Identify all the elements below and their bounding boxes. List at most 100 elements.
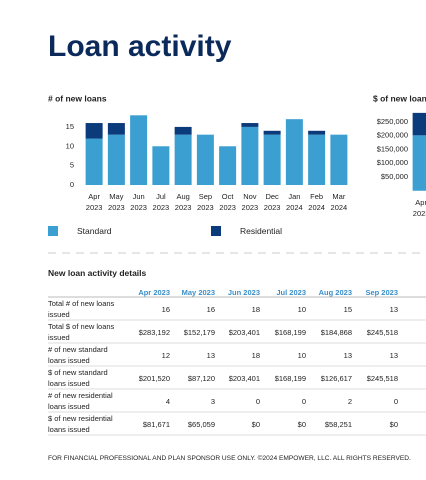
table-cell: 12 xyxy=(161,351,170,360)
bar-segment xyxy=(107,123,125,135)
x-tick-label: Feb 2024 xyxy=(308,192,325,212)
table-cell: $245,518 xyxy=(366,328,398,337)
table-cell: $81,671 xyxy=(142,420,170,429)
bar-segment xyxy=(285,119,303,185)
footer: FOR FINANCIAL PROFESSIONAL AND PLAN SPON… xyxy=(48,455,411,462)
column-header: Jul 2023 xyxy=(276,288,306,297)
table-cell: 18 xyxy=(251,305,260,314)
x-tick-label: Apr 2023 xyxy=(412,197,426,218)
legend-label: Standard xyxy=(77,226,112,236)
bar-segment xyxy=(85,123,103,139)
legend-label: Residential xyxy=(240,226,282,236)
legend-swatch xyxy=(48,226,58,236)
table-cell: $283,192 xyxy=(138,328,170,337)
bar-segment xyxy=(412,135,426,191)
table-cell: 0 xyxy=(393,397,398,406)
x-tick-label: Oct 2023 xyxy=(219,192,236,212)
column-header: May 2023 xyxy=(181,288,215,297)
table-cell: 13 xyxy=(206,351,215,360)
x-tick-label: Jun 2023 xyxy=(130,192,147,212)
bar-segment xyxy=(241,126,259,185)
bar-segment xyxy=(130,115,148,185)
x-tick-label: Mar 2024 xyxy=(330,192,348,212)
row-label: # of new standard loans issued xyxy=(48,345,108,365)
chart-title: # of new loans xyxy=(48,93,107,103)
table-cell: 2 xyxy=(347,397,352,406)
table-cell: 18 xyxy=(251,351,260,360)
x-tick-label: Apr 2023 xyxy=(85,192,103,212)
column-header: Apr 2023 xyxy=(138,288,170,297)
bar-segment xyxy=(308,130,326,135)
bar-segment xyxy=(152,146,170,185)
table-cell: $203,401 xyxy=(228,328,260,337)
page-title: Loan activity xyxy=(48,30,232,63)
x-tick-label: Jul 2023 xyxy=(152,192,170,212)
bar-segment xyxy=(412,112,426,136)
x-tick-label: Aug 2023 xyxy=(174,192,192,212)
bar-segment xyxy=(107,134,125,185)
y-tick-label: 5 xyxy=(70,161,74,170)
table-cell: $65,059 xyxy=(187,420,215,429)
x-tick-label: May 2023 xyxy=(108,192,125,212)
table-cell: $184,868 xyxy=(320,328,352,337)
bar-segment xyxy=(196,134,214,185)
row-label: $ of new residential loans issued xyxy=(48,414,113,434)
y-tick-label: $100,000 xyxy=(377,158,408,167)
x-tick-label: Dec 2023 xyxy=(263,192,281,212)
y-tick-label: $200,000 xyxy=(377,131,408,140)
y-tick-label: $150,000 xyxy=(377,144,408,153)
row-label: Total # of new loans issued xyxy=(48,299,115,319)
bar-segment xyxy=(85,138,103,185)
table-cell: 10 xyxy=(297,305,306,314)
table-cell: $0 xyxy=(251,420,260,429)
x-tick-label: Jan 2024 xyxy=(286,192,303,212)
bar-segment xyxy=(263,130,281,135)
bar-segment xyxy=(263,134,281,185)
row-label: $ of new standard loans issued xyxy=(48,368,108,388)
y-tick-label: 0 xyxy=(70,180,74,189)
table-cell: 10 xyxy=(297,351,306,360)
x-tick-label: Sep 2023 xyxy=(197,192,214,212)
chart-title: $ of new loans xyxy=(373,93,426,103)
column-header: Sep 2023 xyxy=(365,288,398,297)
legend-swatch xyxy=(211,226,221,236)
table-cell: $245,518 xyxy=(366,374,398,383)
table-cell: 4 xyxy=(165,397,170,406)
bar-segment xyxy=(219,146,237,185)
table-cell: $201,520 xyxy=(138,374,170,383)
row-label: # of new residential loans issued xyxy=(48,391,113,411)
y-tick-label: $50,000 xyxy=(381,172,408,181)
y-tick-label: 15 xyxy=(66,122,74,131)
bar-segment xyxy=(174,126,192,135)
table-cell: 13 xyxy=(389,351,398,360)
bar-segment xyxy=(174,134,192,185)
table-cell: 13 xyxy=(343,351,352,360)
table-cell: 15 xyxy=(343,305,352,314)
table-cell: $0 xyxy=(389,420,398,429)
table-cell: $58,251 xyxy=(324,420,352,429)
table-cell: $168,199 xyxy=(274,374,306,383)
table-cell: 3 xyxy=(210,397,215,406)
x-tick-label: Nov 2023 xyxy=(241,192,259,212)
table-cell: 0 xyxy=(301,397,306,406)
row-label: Total $ of new loans issued xyxy=(48,322,115,342)
table-cell: $203,401 xyxy=(228,374,260,383)
table-cell: $126,617 xyxy=(320,374,352,383)
table-cell: $152,179 xyxy=(183,328,215,337)
column-header: Jun 2023 xyxy=(227,288,260,297)
y-tick-label: 10 xyxy=(66,141,74,150)
table-title: New loan activity details xyxy=(48,268,147,278)
table-cell: $168,199 xyxy=(274,328,306,337)
table-cell: $0 xyxy=(297,420,306,429)
table-cell: 16 xyxy=(161,305,170,314)
bar-segment xyxy=(308,134,326,185)
table-cell: 13 xyxy=(389,305,398,314)
table-cell: 16 xyxy=(206,305,215,314)
bar-segment xyxy=(330,134,348,185)
table-cell: $87,120 xyxy=(187,374,215,383)
table-cell: 0 xyxy=(255,397,260,406)
y-tick-label: $250,000 xyxy=(377,117,408,126)
bar-segment xyxy=(241,123,259,127)
